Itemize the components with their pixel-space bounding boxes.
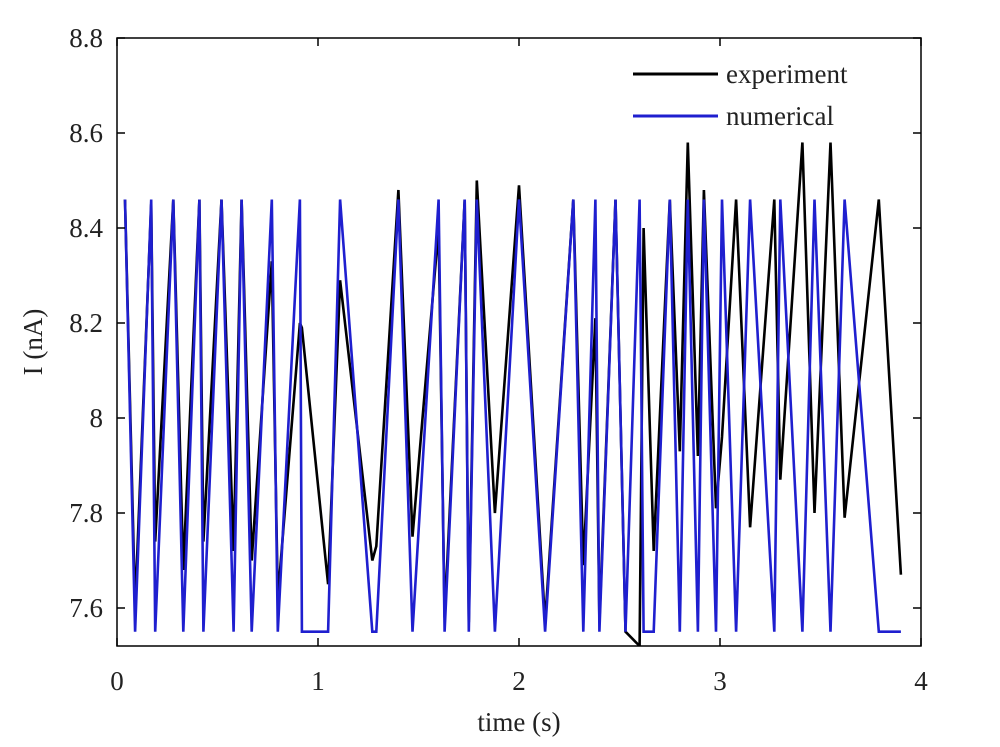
x-axis-label: time (s) <box>477 707 560 737</box>
x-tick-label: 4 <box>914 666 928 696</box>
tick-layer: 0 1 2 3 4 7.6 7.8 8 8.2 8.4 8.6 8.8 <box>69 23 928 696</box>
y-axis-label: I (nA) <box>18 309 48 376</box>
y-tick-label: 8.6 <box>69 118 103 148</box>
legend: experiment numerical <box>633 59 848 131</box>
x-tick-label: 1 <box>311 666 325 696</box>
x-tick-label: 0 <box>110 666 124 696</box>
series-layer <box>123 142 903 646</box>
y-tick-label: 8.2 <box>69 308 103 338</box>
y-tick-label: 8.4 <box>69 213 103 243</box>
series-line-numerical <box>123 199 901 634</box>
y-tick-label: 7.8 <box>69 498 103 528</box>
legend-label-numerical: numerical <box>726 101 834 131</box>
y-tick-label: 7.6 <box>69 593 103 623</box>
y-tick-label: 8.8 <box>69 23 103 53</box>
y-tick-label: 8 <box>90 403 104 433</box>
x-tick-label: 3 <box>713 666 727 696</box>
x-tick-label: 2 <box>512 666 526 696</box>
legend-label-experiment: experiment <box>726 59 848 89</box>
